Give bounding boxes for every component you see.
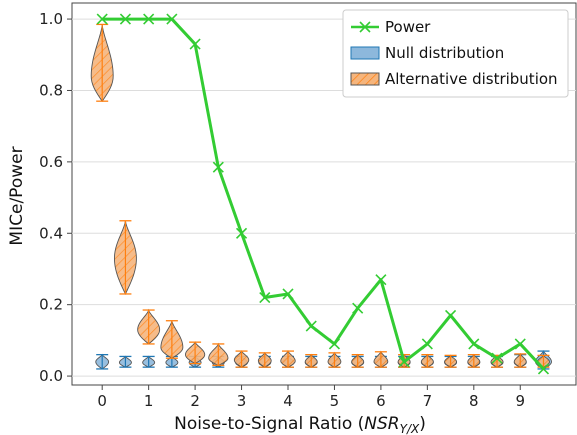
power-point: [212, 161, 224, 173]
power-point: [235, 227, 248, 239]
power-series: [96, 13, 550, 375]
x-axis-label: Noise-to-Signal Ratio (NSRY/X): [174, 414, 426, 435]
power-point: [537, 363, 550, 375]
x-tick-label: 0: [97, 392, 107, 410]
x-tick-label: 8: [469, 392, 479, 410]
x-tick-label: 4: [283, 392, 293, 410]
y-axis-ticks: 0.0 0.2 0.4 0.6 0.8 1.0: [39, 10, 72, 385]
power-point: [468, 338, 480, 350]
legend-box: [342, 9, 569, 98]
legend-label-alt: Alternative distribution: [385, 70, 558, 88]
legend-label-null: Null distribution: [385, 44, 504, 62]
y-tick-label: 0.6: [39, 153, 63, 171]
power-point: [282, 288, 294, 300]
power-point: [445, 309, 457, 321]
y-axis-label: MICe/Power: [7, 146, 27, 245]
power-point: [375, 274, 387, 286]
x-tick-label: 7: [423, 392, 433, 410]
power-point: [166, 13, 178, 25]
y-tick-label: 0.4: [39, 224, 63, 242]
legend-power-marker: [351, 21, 379, 33]
x-tick-label: 5: [330, 392, 340, 410]
y-tick-label: 0.8: [39, 81, 63, 99]
power-point: [119, 13, 131, 25]
x-tick-label: 2: [190, 392, 200, 410]
power-point: [491, 352, 503, 364]
power-point: [421, 338, 433, 350]
y-tick-label: 0.2: [39, 296, 63, 314]
power-point: [328, 338, 341, 350]
x-axis-ticks: 0 1 2 3 4 5 6 7 8 9: [97, 385, 525, 410]
legend: Power Null distribution Alternative dist…: [342, 9, 569, 98]
x-tick-label: 1: [144, 392, 154, 410]
y-tick-label: 0.0: [39, 367, 63, 385]
power-point: [305, 320, 317, 332]
power-point: [352, 302, 364, 314]
legend-label-power: Power: [385, 18, 431, 36]
power-point: [514, 338, 526, 350]
power-point: [189, 38, 201, 50]
legend-alt-swatch: [350, 72, 380, 86]
power-point: [259, 291, 271, 304]
x-tick-label: 3: [237, 392, 247, 410]
power-point: [398, 356, 410, 368]
x-tick-label: 6: [376, 392, 386, 410]
power-point: [96, 13, 108, 25]
alternative-distribution-violins: [90, 23, 550, 368]
legend-null-swatch: [350, 46, 380, 60]
x-tick-label: 9: [515, 392, 525, 410]
y-tick-label: 1.0: [39, 10, 63, 28]
power-point: [143, 13, 155, 25]
